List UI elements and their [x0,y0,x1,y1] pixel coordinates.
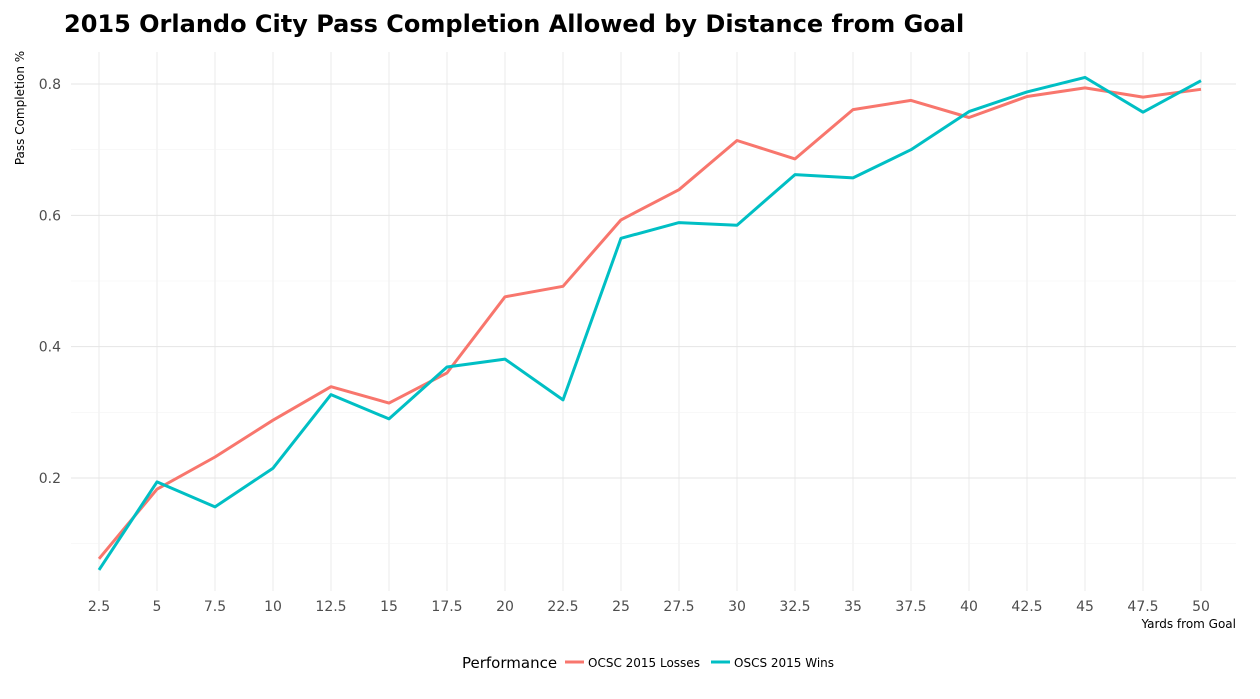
x-tick-label-17: 45 [1076,599,1094,615]
y-tick-label-3: 0.8 [39,77,61,93]
legend-label-0: OCSC 2015 Losses [588,656,700,670]
x-tick-labels: 2.5 5 7.5 10 12.5 15 17.5 20 22.5 25 27.5 30 32.5 35 3… [88,599,1210,615]
y-axis-title: Pass Completion % [13,51,27,165]
x-tick-label-9: 25 [612,599,630,615]
x-tick-label-3: 10 [264,599,282,615]
x-tick-label-19: 50 [1192,599,1210,615]
x-tick-label-5: 15 [380,599,398,615]
x-tick-label-16: 42.5 [1011,599,1042,615]
x-tick-label-14: 37.5 [895,599,926,615]
x-tick-label-15: 40 [960,599,978,615]
y-tick-label-1: 0.4 [39,340,61,356]
x-tick-label-1: 5 [153,599,162,615]
legend-items: OCSC 2015 Losses OSCS 2015 Wins [565,656,834,670]
x-tick-label-7: 20 [496,599,514,615]
chart-title: 2015 Orlando City Pass Completion Allowe… [64,10,965,38]
x-tick-label-8: 22.5 [547,599,578,615]
y-tick-label-0: 0.2 [39,471,61,487]
grid [71,52,1236,591]
x-tick-label-6: 17.5 [431,599,462,615]
series-lines [97,75,1202,571]
legend-title: Performance [462,654,557,672]
x-axis-title: Yards from Goal [1140,617,1236,631]
legend: Performance OCSC 2015 Losses OSCS 2015 Wi… [462,654,834,672]
series-line-1 [97,75,1202,571]
x-tick-label-4: 12.5 [315,599,346,615]
x-tick-label-0: 2.5 [88,599,110,615]
x-tick-label-12: 32.5 [779,599,810,615]
legend-label-1: OSCS 2015 Wins [734,656,834,670]
x-tick-label-2: 7.5 [204,599,226,615]
x-tick-label-11: 30 [728,599,746,615]
y-tick-label-2: 0.6 [39,208,61,224]
x-tick-label-13: 35 [844,599,862,615]
y-tick-labels: 0.2 0.4 0.6 0.8 [39,77,61,487]
x-tick-label-18: 47.5 [1127,599,1158,615]
x-tick-label-10: 27.5 [663,599,694,615]
series-line-0 [97,86,1202,560]
